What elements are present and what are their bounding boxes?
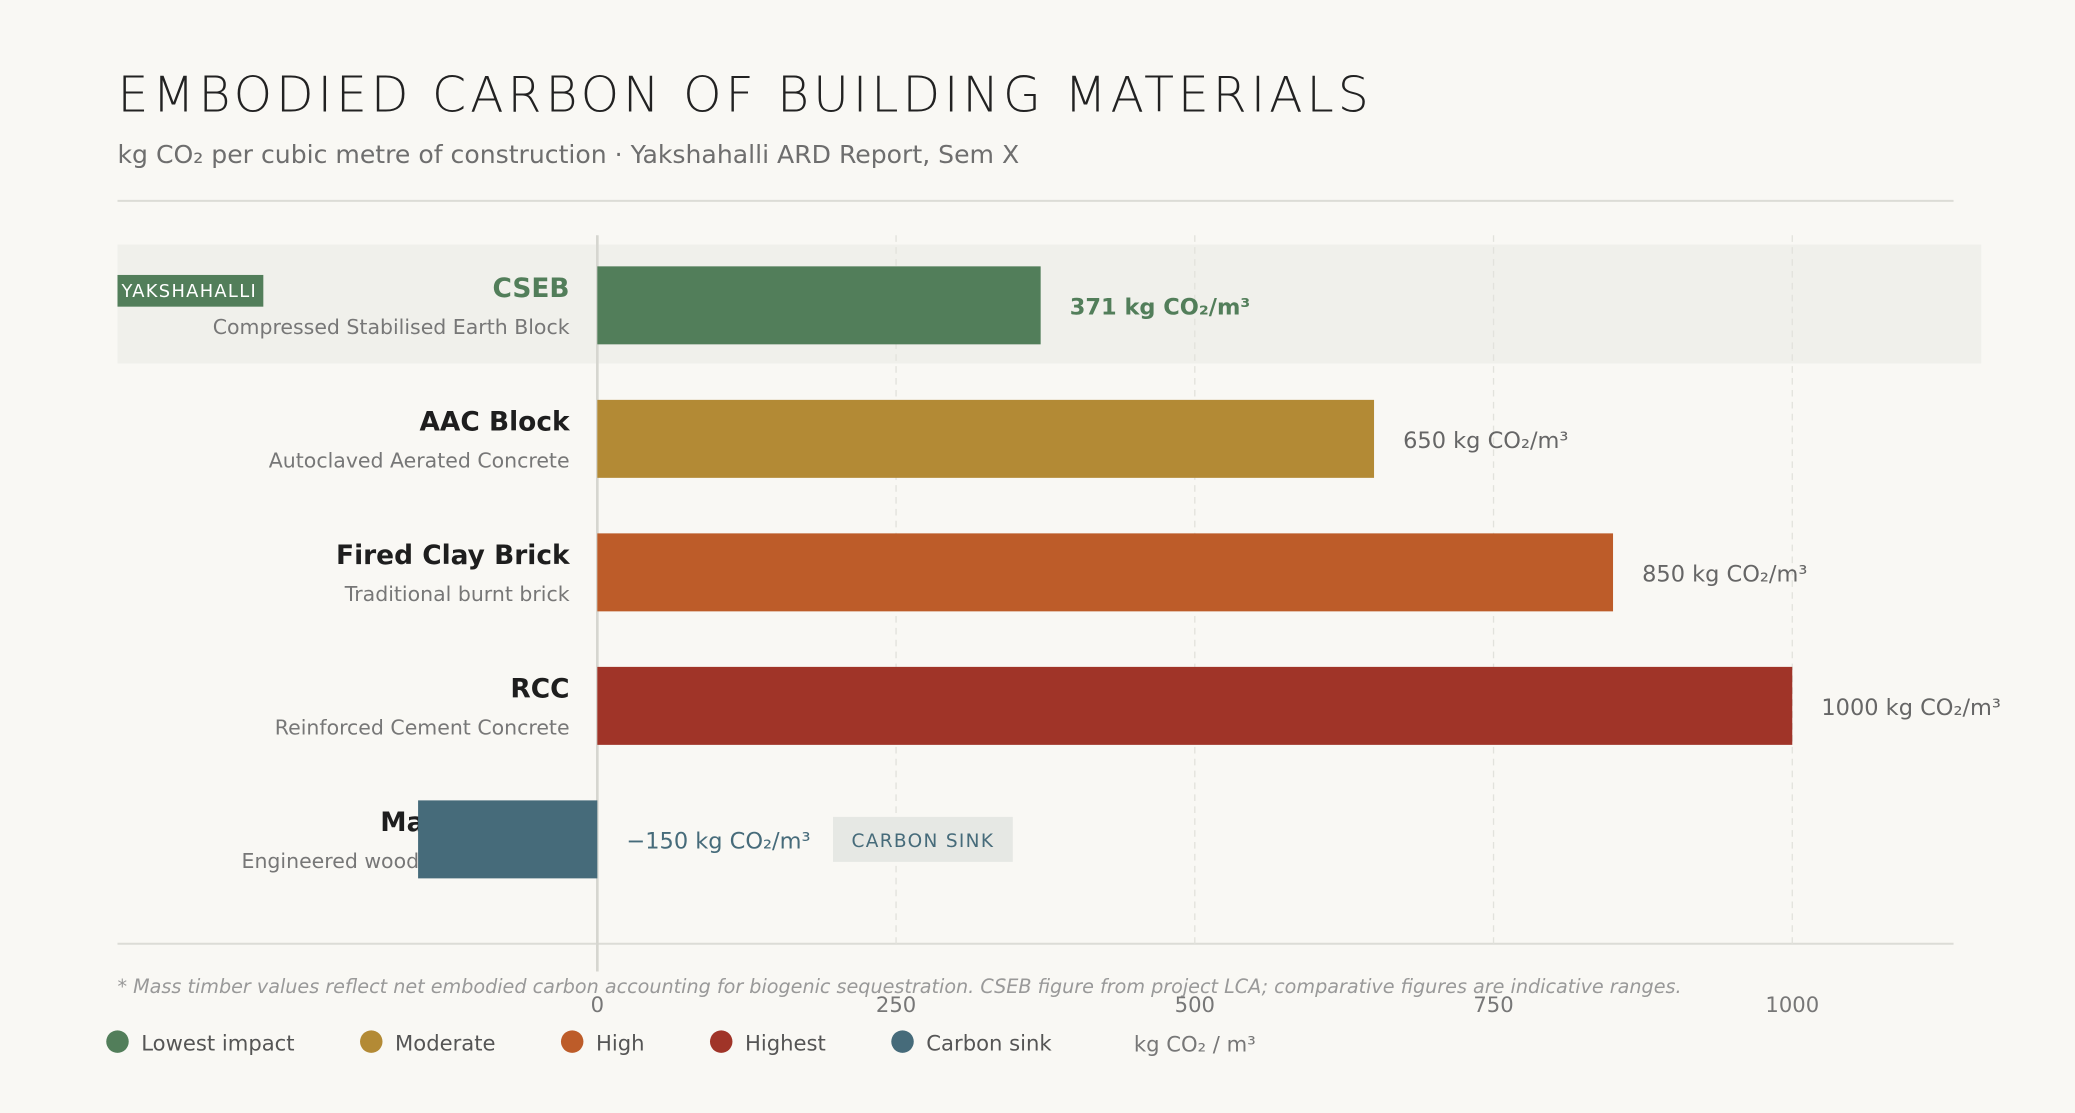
category-description: Reinforced Cement Concrete [275, 715, 570, 739]
category-description: Autoclaved Aerated Concrete [269, 448, 570, 472]
footnote: * Mass timber values reflect net embodie… [117, 975, 1681, 998]
legend-swatch [560, 1030, 584, 1053]
legend-label: Carbon sink [926, 1030, 1052, 1055]
legend-swatch [891, 1030, 914, 1053]
chart-subtitle: kg CO₂ per cubic metre of construction ·… [117, 140, 1019, 169]
category-label: RCC [510, 674, 569, 705]
bar [597, 399, 1375, 478]
x-tick-label: 1000 [1765, 992, 1819, 1017]
value-label: 1000 kg CO₂/m³ [1821, 695, 2001, 721]
highlight-band [117, 244, 1982, 364]
badge: YAKSHAHALLI [120, 281, 257, 302]
x-tick-label: 0 [591, 992, 604, 1017]
value-label: 650 kg CO₂/m³ [1403, 428, 1568, 454]
annotation-bg [833, 816, 1013, 862]
legend-label: High [596, 1030, 645, 1055]
bar [597, 533, 1614, 612]
legend-swatch [709, 1030, 733, 1053]
value-label: 850 kg CO₂/m³ [1642, 562, 1807, 588]
legend-label: Lowest impact [141, 1030, 294, 1055]
chart-title: EMBODIED CARBON OF BUILDING MATERIALS [117, 66, 1372, 123]
category-description: Compressed Stabilised Earth Block [213, 315, 570, 339]
category-label: CSEB [492, 273, 569, 304]
x-tick-label: 750 [1473, 992, 1513, 1017]
bar [597, 266, 1041, 345]
category-label: Fired Clay Brick [336, 540, 571, 571]
value-label: −150 kg CO₂/m³ [626, 829, 810, 855]
value-label: 371 kg CO₂/m³ [1070, 294, 1250, 320]
legend-swatch [106, 1030, 129, 1053]
annotation: CARBON SINK [852, 831, 995, 852]
x-axis-label: kg CO₂ / m³ [1134, 1032, 1256, 1057]
badge-bg [117, 274, 264, 307]
bar [418, 800, 598, 879]
category-description: Traditional burnt brick [344, 582, 570, 606]
legend-label: Highest [745, 1030, 826, 1055]
x-tick-label: 250 [876, 992, 916, 1017]
bar [597, 666, 1793, 745]
legend-swatch [360, 1030, 383, 1053]
legend-label: Moderate [395, 1030, 495, 1055]
category-label: AAC Block [419, 406, 570, 437]
x-tick-label: 500 [1175, 992, 1215, 1017]
